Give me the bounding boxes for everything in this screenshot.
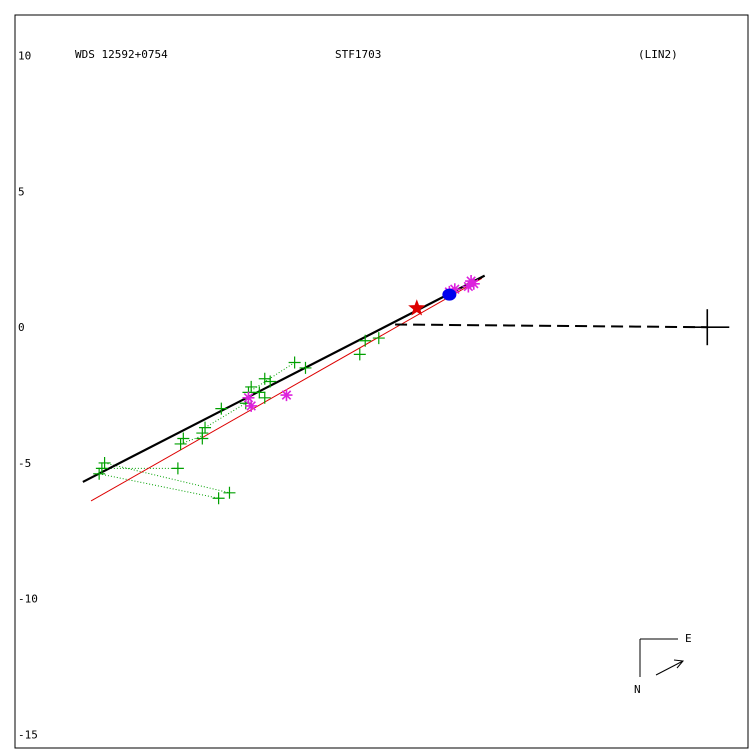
compass-arrow-head bbox=[673, 659, 684, 669]
micrometer-point bbox=[171, 462, 184, 475]
micrometer-point bbox=[215, 402, 228, 415]
micrometer-point bbox=[264, 375, 277, 388]
micrometer-point bbox=[174, 437, 187, 450]
orbit-lines bbox=[82, 274, 730, 502]
speckle-point bbox=[242, 391, 255, 404]
y-tick-label: -15 bbox=[18, 728, 38, 741]
y-tick-label: 0 bbox=[18, 321, 25, 334]
speckle-point bbox=[280, 389, 293, 402]
residual-link bbox=[204, 402, 247, 429]
micrometer-point bbox=[212, 492, 225, 505]
header-star-name: STF1703 bbox=[335, 48, 381, 61]
micrometer-point bbox=[196, 432, 209, 445]
micrometer-point bbox=[239, 397, 252, 410]
micrometer-point bbox=[199, 421, 212, 434]
y-tick-labels: 10 5 0 -5 -10 -15 bbox=[18, 50, 38, 742]
orbit-line bbox=[82, 274, 486, 483]
micrometer-point bbox=[223, 486, 236, 499]
micrometer-point bbox=[93, 467, 106, 480]
residual-link bbox=[99, 473, 219, 499]
y-tick-label: -5 bbox=[18, 457, 31, 470]
compass-north-label: N bbox=[634, 683, 641, 696]
micrometer-point bbox=[95, 462, 108, 475]
micrometer-point bbox=[253, 386, 266, 399]
residual-link bbox=[180, 435, 203, 445]
speckle-point bbox=[462, 280, 475, 293]
micrometer-point bbox=[353, 348, 366, 361]
y-tick-label: -10 bbox=[18, 593, 38, 606]
micrometer-point bbox=[359, 334, 372, 347]
plot-frame bbox=[14, 14, 749, 749]
recent-observation-point bbox=[442, 288, 457, 301]
micrometer-point bbox=[177, 432, 190, 445]
compass-east-label: E bbox=[685, 632, 692, 645]
compass-motion-arrow bbox=[655, 660, 684, 676]
residual-link bbox=[104, 462, 230, 494]
compass: E N bbox=[634, 632, 692, 696]
micrometer-point bbox=[245, 380, 258, 393]
speckle-point bbox=[245, 399, 258, 412]
micrometer-point bbox=[258, 391, 271, 404]
micrometer-point bbox=[372, 332, 385, 345]
y-tick-label: 10 bbox=[18, 50, 31, 63]
micrometer-point bbox=[288, 356, 301, 369]
periastron-star-marker bbox=[408, 299, 426, 316]
measurement-points bbox=[93, 275, 480, 505]
micrometer-point bbox=[98, 456, 111, 469]
micrometer-point bbox=[299, 361, 312, 374]
y-tick-label: 5 bbox=[18, 185, 25, 198]
closest-approach-line bbox=[395, 323, 708, 329]
header-orbit-grade: (LIN2) bbox=[638, 48, 678, 61]
speckle-point bbox=[448, 283, 461, 296]
speckle-point bbox=[467, 277, 480, 290]
micrometer-point bbox=[258, 372, 271, 385]
header-wds-id: WDS 12592+0754 bbox=[75, 48, 168, 61]
